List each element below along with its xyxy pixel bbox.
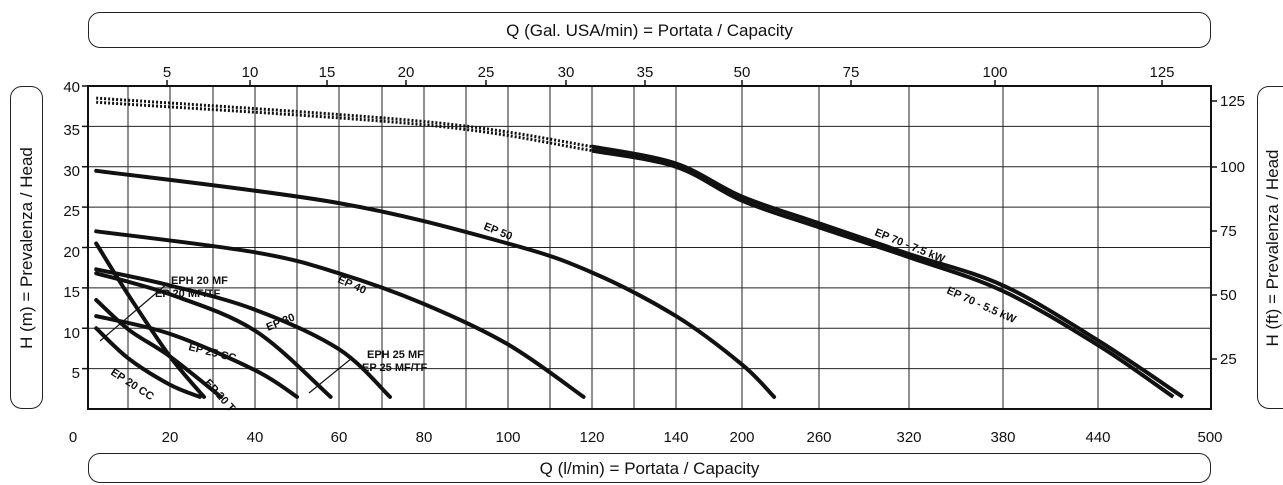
- x-tick-40: 40: [247, 429, 264, 446]
- x-tick-120: 120: [579, 429, 604, 446]
- curve-ep-70-5-5-kw: [591, 148, 1175, 399]
- y-tick-25: 25: [63, 203, 80, 220]
- curve-eph-25-mf-ep-25-mf-tf: [94, 267, 392, 399]
- x-tick-320: 320: [896, 429, 921, 446]
- curve-ep-70-5-5-kw-dotted: [96, 100, 1175, 399]
- y-tick-35: 35: [63, 122, 80, 139]
- y-tick-10: 10: [63, 325, 80, 342]
- y2-tick-125: 125: [1220, 93, 1245, 110]
- y2-tick-75: 75: [1220, 223, 1237, 240]
- y2-tick-100: 100: [1220, 159, 1245, 176]
- curve-ep-70-7-5-kw: [591, 144, 1184, 399]
- x2-tick-50: 50: [734, 64, 751, 81]
- grid-lines: [88, 86, 1211, 409]
- x2-tick-20: 20: [398, 64, 415, 81]
- curve-ep-25-cc: [94, 298, 223, 399]
- label-ep20mftf: EP 20 MF/TF: [155, 288, 220, 300]
- y-tick-15: 15: [63, 284, 80, 301]
- x2-tick-10: 10: [242, 64, 259, 81]
- curve-ep-40: [94, 229, 586, 399]
- curve-ep-30: [94, 271, 333, 399]
- x-tick-60: 60: [331, 429, 348, 446]
- x-tick-0: 0: [69, 429, 77, 446]
- top-axis-title: Q (Gal. USA/min) = Portata / Capacity: [506, 21, 793, 40]
- curve-ep-20-cc: [94, 326, 202, 399]
- y-tick-30: 30: [63, 163, 80, 180]
- bottom-axis-title-box: Q (l/min) = Portata / Capacity: [88, 453, 1211, 483]
- curve-eph-20-mf-ep-20-mf-tf: [94, 314, 299, 399]
- pump-curves: [94, 96, 1184, 399]
- leader-lines: [99, 282, 353, 394]
- x2-tick-5: 5: [163, 64, 171, 81]
- x2-tick-75: 75: [843, 64, 860, 81]
- x-tick-440: 440: [1085, 429, 1110, 446]
- x-tick-500: 500: [1197, 429, 1222, 446]
- label-eph25mf: EPH 25 MF: [367, 349, 424, 361]
- x2-tick-35: 35: [637, 64, 654, 81]
- left-axis-title-box: H (m) = Prevalenza / Head: [10, 86, 43, 409]
- x-tick-380: 380: [990, 429, 1015, 446]
- curve-ep-50: [94, 168, 777, 399]
- x-tick-260: 260: [806, 429, 831, 446]
- x-tick-20: 20: [162, 429, 179, 446]
- y2-tick-25: 25: [1220, 351, 1237, 368]
- leader-eph25mf: [308, 357, 353, 394]
- x2-tick-30: 30: [558, 64, 575, 81]
- x2-tick-125: 125: [1149, 64, 1174, 81]
- leader-eph20mf: [99, 282, 169, 342]
- x-tick-140: 140: [663, 429, 688, 446]
- x2-tick-25: 25: [478, 64, 495, 81]
- y2-tick-50: 50: [1220, 287, 1237, 304]
- y-tick-40: 40: [63, 79, 80, 96]
- label-eph20mf: EPH 20 MF: [171, 275, 228, 287]
- label-ep25cc: EP 25 CC: [187, 341, 237, 364]
- tick-marks: [82, 80, 1217, 370]
- x2-tick-100: 100: [982, 64, 1007, 81]
- x-tick-100: 100: [495, 429, 520, 446]
- x-tick-200: 200: [729, 429, 754, 446]
- label-ep25mftf: EP 25 MF/TF: [362, 362, 427, 374]
- bottom-axis-title: Q (l/min) = Portata / Capacity: [539, 459, 760, 478]
- y-tick-5: 5: [72, 365, 80, 382]
- x-tick-80: 80: [416, 429, 433, 446]
- x2-tick-15: 15: [319, 64, 336, 81]
- top-axis-title-box: Q (Gal. USA/min) = Portata / Capacity: [88, 12, 1211, 48]
- right-axis-title-box: H (ft) = Prevalenza / Head: [1257, 86, 1283, 409]
- y-tick-20: 20: [63, 244, 80, 261]
